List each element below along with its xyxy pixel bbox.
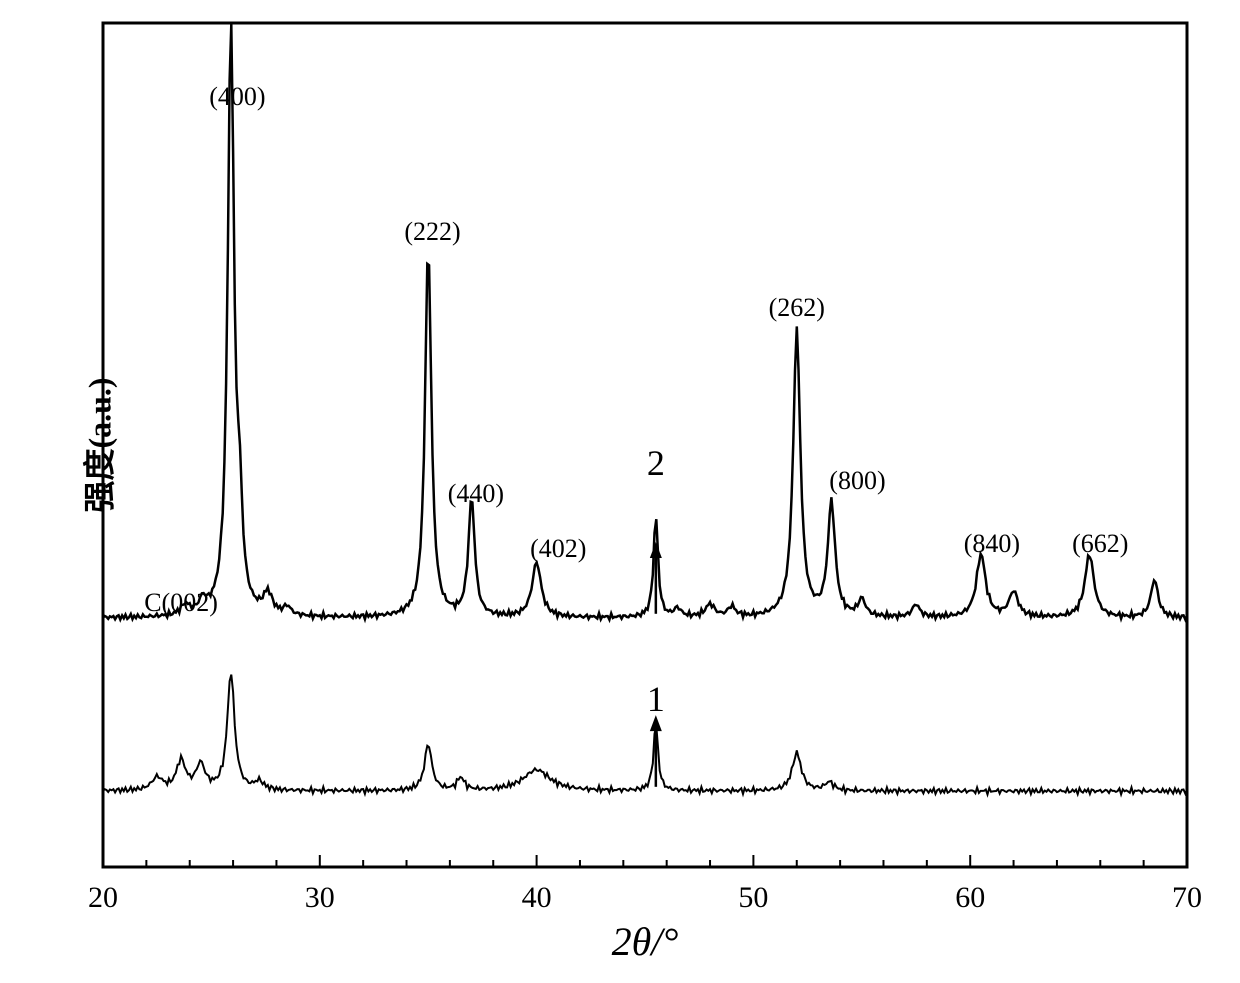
x-tick-label: 50	[738, 881, 768, 915]
peak-label: (222)	[404, 217, 460, 247]
pattern-1	[103, 675, 1187, 795]
plot-svg	[100, 20, 1190, 870]
x-tick-label: 70	[1172, 881, 1202, 915]
curve-label: 2	[647, 442, 665, 484]
curve-label: 1	[647, 678, 665, 720]
x-tick-label: 30	[305, 881, 335, 915]
x-axis-label: 2θ/°	[612, 918, 679, 965]
peak-label: (662)	[1072, 529, 1128, 559]
x-tick-label: 40	[522, 881, 552, 915]
peak-label: (402)	[530, 534, 586, 564]
x-tick-label: 20	[88, 881, 118, 915]
peak-label: (440)	[448, 479, 504, 509]
xrd-chart: 强度(a.u.) 2θ/° 203040506070C(002)(400)(22…	[100, 20, 1190, 870]
x-tick-label: 60	[955, 881, 985, 915]
peak-label: (840)	[964, 529, 1020, 559]
peak-label: (400)	[209, 82, 265, 112]
pattern-2	[103, 25, 1187, 620]
peak-label: C(002)	[144, 588, 218, 618]
peak-label: (800)	[829, 466, 885, 496]
peak-label: (262)	[769, 293, 825, 323]
y-axis-label: 强度(a.u.)	[75, 377, 121, 512]
